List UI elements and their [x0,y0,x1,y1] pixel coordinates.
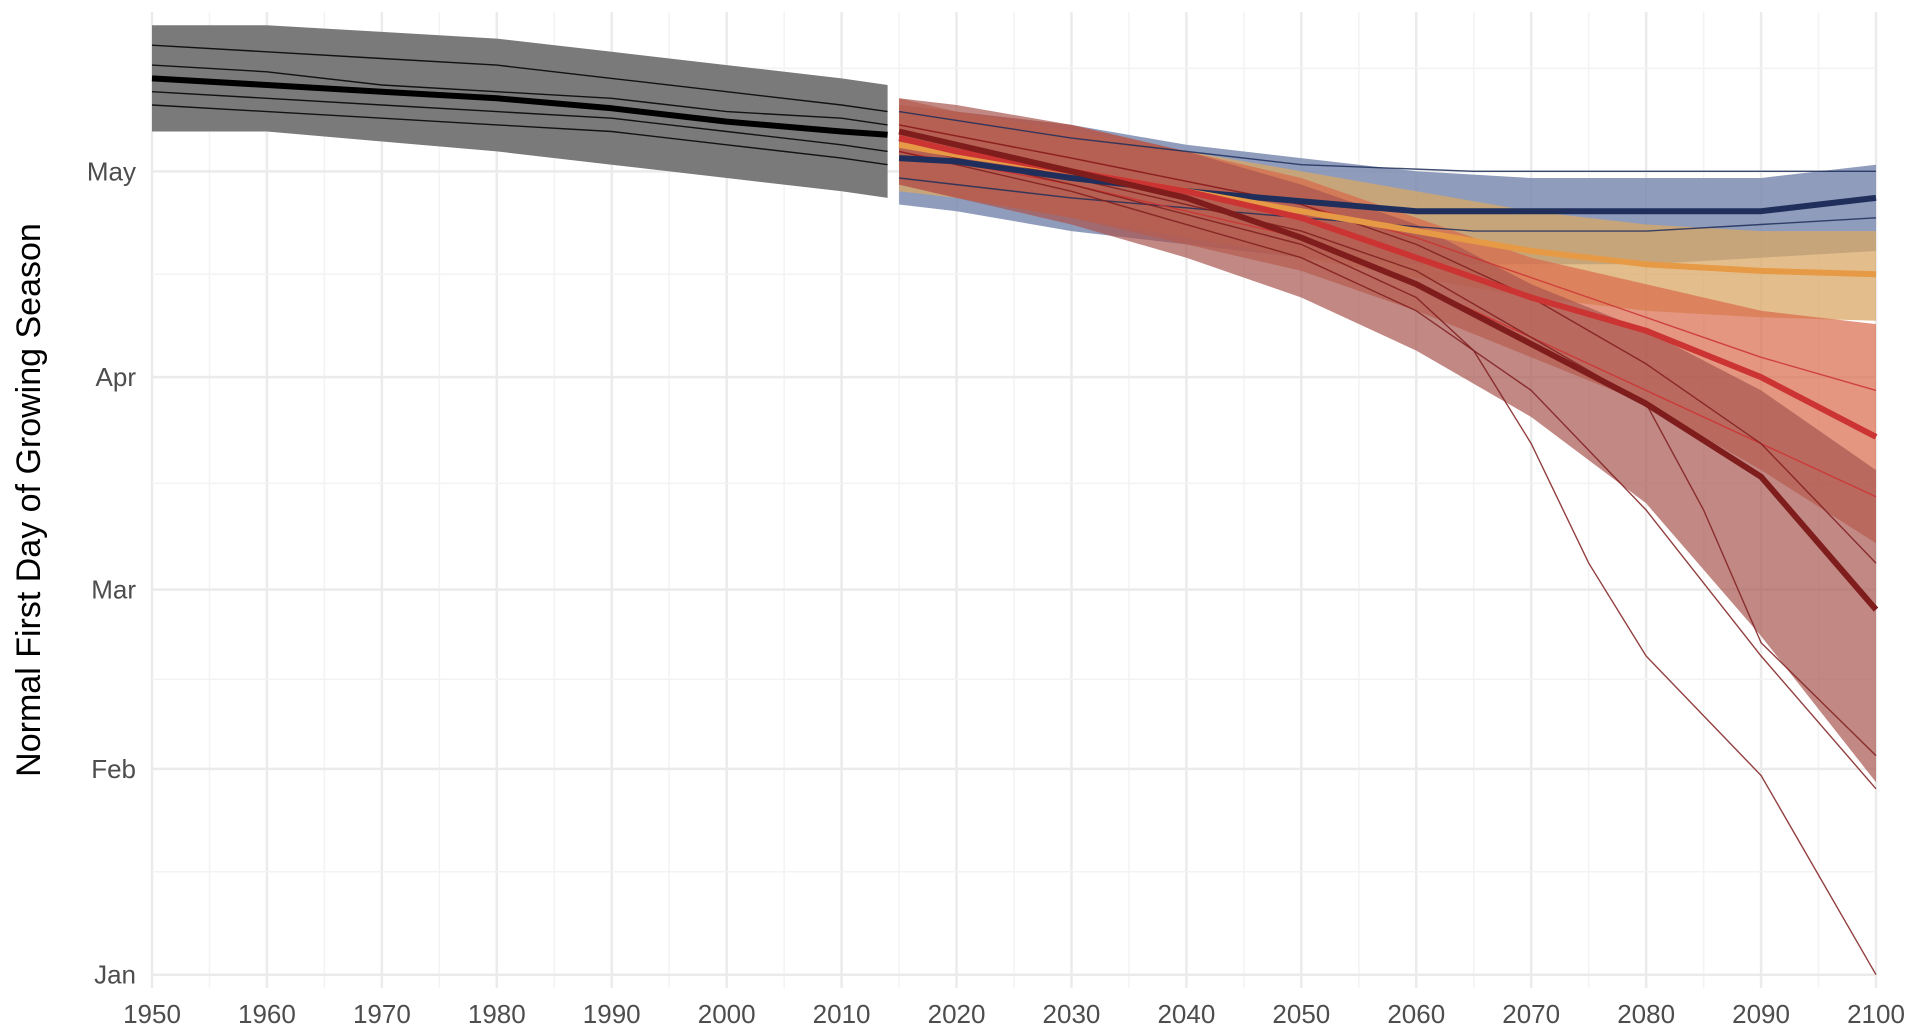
series-lines-layer [151,75,1879,612]
y-tick-label: Apr [96,362,137,392]
scenario-low-median-line [898,155,1877,215]
y-axis-title: Normal First Day of Growing Season [10,223,48,777]
scenario-high-member-line [898,137,1877,757]
scenario-high-member-line [898,144,1877,976]
scenario-low-member-line [898,110,1876,172]
x-tick-label: 1960 [238,999,296,1029]
x-tick-label: 2030 [1043,999,1101,1029]
x-tick-label: 2080 [1617,999,1675,1029]
x-tick-label: 2020 [928,999,986,1029]
x-tick-label: 2060 [1387,999,1445,1029]
x-tick-label: 2040 [1157,999,1215,1029]
historical-member-line [151,64,888,126]
scenario-low-member-line [899,177,1877,232]
x-tick-labels: 1950 1960 1970 1980 1990 2000 2010 2020 2030 2040… [123,999,1905,1029]
x-tick-label: 1970 [353,999,411,1029]
scenario-high-member-line [898,150,1877,790]
historical-range-band [152,25,888,198]
scenario-mid-high-median-line [898,135,1878,440]
x-tick-label: 2000 [698,999,756,1029]
y-tick-labels: Jan Feb Mar Apr May [87,156,136,989]
x-tick-label: 2100 [1847,999,1905,1029]
y-tick-label: May [87,156,136,186]
x-tick-label: 1950 [123,999,181,1029]
y-tick-label: Jan [94,960,136,990]
x-tick-label: 1990 [583,999,641,1029]
x-tick-label: 2070 [1502,999,1560,1029]
historical-member-line [151,91,888,153]
scenario-high-member-line [898,124,1877,564]
historical-member-line [151,44,888,113]
y-tick-label: Feb [91,754,136,784]
x-tick-label: 1980 [468,999,526,1029]
x-tick-label: 2010 [813,999,871,1029]
x-tick-label: 2090 [1732,999,1790,1029]
member-lines-layer [151,44,1877,976]
x-tick-label: 2050 [1272,999,1330,1029]
scenario-high-median-line [898,128,1879,612]
historical-member-line [151,104,888,166]
y-tick-label: Mar [91,575,136,605]
historical-median-line [151,75,888,138]
